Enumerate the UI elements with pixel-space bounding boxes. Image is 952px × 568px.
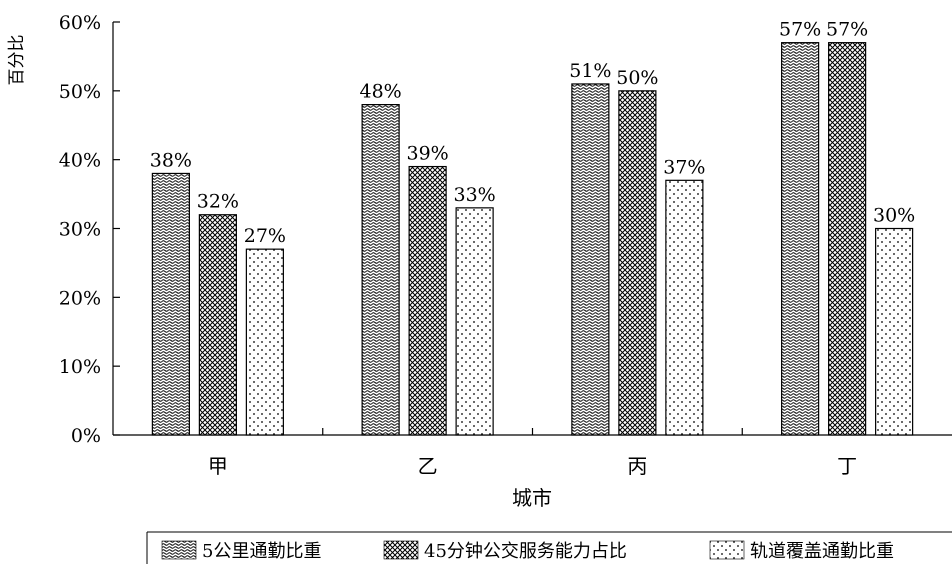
bar-2: [828, 42, 867, 436]
bar-2: [618, 90, 657, 436]
legend-swatch: [161, 540, 197, 560]
bar-2: [408, 165, 447, 436]
legend-swatch: [709, 540, 745, 560]
data-label: 50%: [616, 67, 658, 89]
bar-3: [245, 248, 284, 436]
y-tick-label: 40%: [59, 150, 101, 172]
x-tick-label: 丁: [837, 454, 857, 478]
legend-swatch: [383, 540, 419, 560]
y-tick-label: 60%: [59, 12, 101, 34]
data-label: 27%: [244, 225, 286, 247]
y-axis-label: 百分比: [7, 35, 27, 86]
value-labels: 38%32%27% 48% 39%33% 51% 50% 37% 57% 57% 30%: [150, 19, 915, 247]
y-tick-label: 30%: [59, 219, 101, 241]
legend-label: 轨道覆盖通勤比重: [750, 541, 894, 562]
data-label: 37%: [663, 156, 705, 178]
data-label: 48%: [360, 81, 402, 103]
y-tick-label: 10%: [59, 356, 101, 378]
y-ticks: 0% 10% 20% 30% 40% 50% 60%: [59, 12, 120, 447]
x-tick-label: 乙: [418, 454, 438, 478]
data-label: 30%: [873, 205, 915, 227]
bar-3: [875, 227, 914, 436]
bar-1: [151, 172, 190, 436]
x-tick-label: 甲: [208, 454, 228, 478]
data-label: 33%: [454, 184, 496, 206]
data-label: 32%: [197, 191, 239, 213]
data-label: 57%: [779, 19, 821, 41]
bar-3: [455, 207, 494, 436]
legend: 5公里通勤比重 45分钟公交服务能力占比 轨道覆盖通勤比重: [146, 531, 952, 564]
bar-3: [665, 179, 704, 436]
y-tick-label: 20%: [59, 287, 101, 309]
bar-1: [361, 103, 400, 436]
bars: [151, 42, 914, 436]
bar-1: [571, 83, 610, 436]
bar-2: [198, 214, 237, 436]
x-tick-label: 丙: [627, 454, 647, 478]
y-tick-label: 50%: [59, 81, 101, 103]
x-ticks: 甲乙丙丁: [208, 428, 857, 478]
data-label: 39%: [407, 143, 449, 165]
data-label: 51%: [569, 60, 611, 82]
data-label: 38%: [150, 149, 192, 171]
y-tick-label: 0%: [71, 425, 101, 447]
legend-label: 5公里通勤比重: [202, 541, 321, 562]
legend-label: 45分钟公交服务能力占比: [424, 541, 627, 562]
bar-1: [781, 42, 820, 436]
data-label: 57%: [826, 19, 868, 41]
x-axis-label: 城市: [512, 486, 552, 510]
